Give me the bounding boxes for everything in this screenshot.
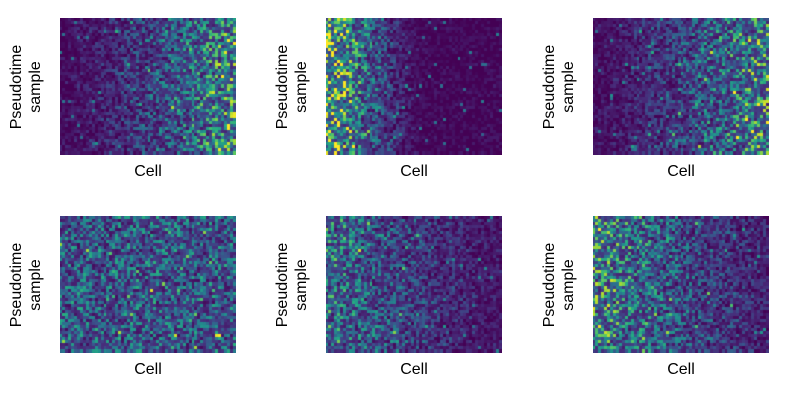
y-axis-label-line1: Pseudotime <box>541 242 558 327</box>
x-axis-label: Cell <box>667 361 695 378</box>
heatmap-plot-5 <box>326 216 502 353</box>
y-axis-label-line2: sample <box>560 60 577 113</box>
x-axis-label: Cell <box>400 163 428 180</box>
heatmap-plot-2 <box>326 18 502 155</box>
x-axis-label: Cell <box>400 361 428 378</box>
heatmap-plot-6 <box>593 216 769 353</box>
heatmap-panel-4: Pseudotime sample Cell <box>0 198 260 398</box>
y-axis-label-line1: Pseudotime <box>274 242 291 327</box>
y-axis-label-line1: Pseudotime <box>274 44 291 129</box>
y-axis-label: Pseudotime sample <box>6 18 46 155</box>
y-axis-label-line2: sample <box>293 60 310 113</box>
y-axis-label-line2: sample <box>293 258 310 311</box>
heatmap-panel-1: Pseudotime sample Cell <box>0 0 260 200</box>
y-axis-label: Pseudotime sample <box>539 18 579 155</box>
heatmap-panel-6: Pseudotime sample Cell <box>533 198 793 398</box>
y-axis-label-line1: Pseudotime <box>541 44 558 129</box>
heatmap-plot-1 <box>60 18 236 155</box>
heatmap-plot-3 <box>593 18 769 155</box>
heatmap-plot-4 <box>60 216 236 353</box>
heatmap-panel-3: Pseudotime sample Cell <box>533 0 793 200</box>
y-axis-label: Pseudotime sample <box>6 216 46 353</box>
y-axis-label: Pseudotime sample <box>539 216 579 353</box>
x-axis-label: Cell <box>134 361 162 378</box>
heatmap-panel-2: Pseudotime sample Cell <box>266 0 526 200</box>
y-axis-label-line2: sample <box>27 60 44 113</box>
y-axis-label: Pseudotime sample <box>272 216 312 353</box>
x-axis-label: Cell <box>134 163 162 180</box>
heatmap-panel-5: Pseudotime sample Cell <box>266 198 526 398</box>
y-axis-label-line1: Pseudotime <box>8 242 25 327</box>
y-axis-label: Pseudotime sample <box>272 18 312 155</box>
x-axis-label: Cell <box>667 163 695 180</box>
y-axis-label-line2: sample <box>560 258 577 311</box>
y-axis-label-line2: sample <box>27 258 44 311</box>
y-axis-label-line1: Pseudotime <box>8 44 25 129</box>
